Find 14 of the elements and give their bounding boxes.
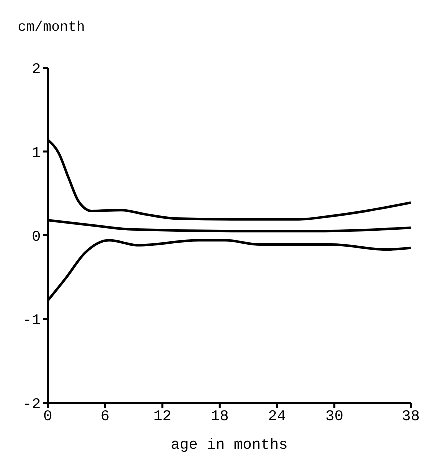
x-tick-label: 30 [326, 408, 344, 426]
x-tick-label: 0 [43, 408, 53, 426]
y-tick-label: 0 [32, 228, 41, 246]
x-tick-label: 24 [268, 408, 286, 426]
x-tick-label: 6 [100, 408, 110, 426]
y-tick-label: -2 [22, 396, 41, 414]
y-tick-label: 1 [32, 145, 41, 162]
y-tick-label: 2 [32, 61, 41, 78]
x-axis-title: age in months [170, 437, 288, 454]
x-tick-label: 18 [210, 408, 229, 426]
y-tick-label: -1 [22, 312, 41, 330]
y-axis-title: cm/month [18, 20, 86, 36]
x-tick-label: 38 [402, 408, 420, 426]
x-tick-label: 12 [154, 408, 172, 426]
